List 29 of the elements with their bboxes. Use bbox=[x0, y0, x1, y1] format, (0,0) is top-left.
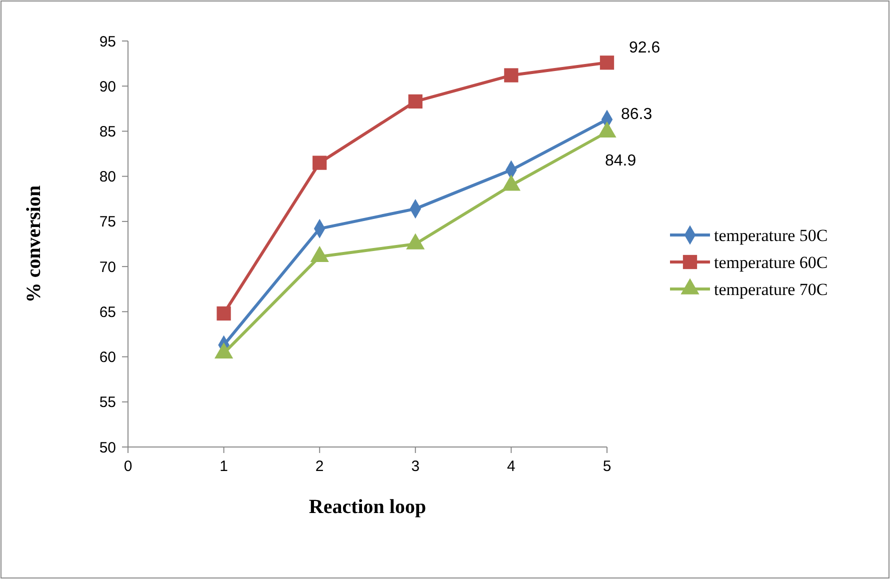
x-tick-label: 2 bbox=[315, 458, 324, 475]
point bbox=[504, 68, 518, 82]
point bbox=[216, 306, 231, 321]
x-tick-label: 0 bbox=[124, 458, 132, 475]
data-label: 92.6 bbox=[629, 39, 660, 56]
x-tick-label: 1 bbox=[220, 458, 228, 475]
y-tick-label: 75 bbox=[99, 214, 116, 231]
x-tick-label: 5 bbox=[602, 458, 612, 475]
y-tick-label: 60 bbox=[99, 349, 116, 366]
data-label: 84.9 bbox=[605, 152, 636, 170]
y-tick-label: 50 bbox=[99, 439, 116, 456]
y-tick-label: 85 bbox=[99, 123, 116, 140]
y-axis-title: % conversion bbox=[23, 185, 45, 303]
legend-label: temperature 60C bbox=[714, 252, 828, 272]
y-tick-label: 70 bbox=[99, 258, 116, 276]
data-label: 86.3 bbox=[621, 106, 652, 124]
point bbox=[408, 94, 422, 109]
point bbox=[312, 156, 327, 170]
y-tick-label: 90 bbox=[99, 78, 116, 96]
x-tick-label: 4 bbox=[507, 458, 516, 475]
y-tick-label: 65 bbox=[99, 304, 116, 321]
x-tick-label: 3 bbox=[411, 458, 420, 475]
y-tick-label: 95 bbox=[99, 33, 116, 50]
legend-label: temperature 70C bbox=[714, 280, 828, 299]
y-tick-label: 80 bbox=[99, 168, 116, 186]
x-axis-title: Reaction loop bbox=[308, 496, 426, 518]
y-tick-label: 55 bbox=[99, 394, 116, 412]
point bbox=[600, 56, 614, 70]
legend-label: temperature 50C bbox=[714, 226, 828, 245]
